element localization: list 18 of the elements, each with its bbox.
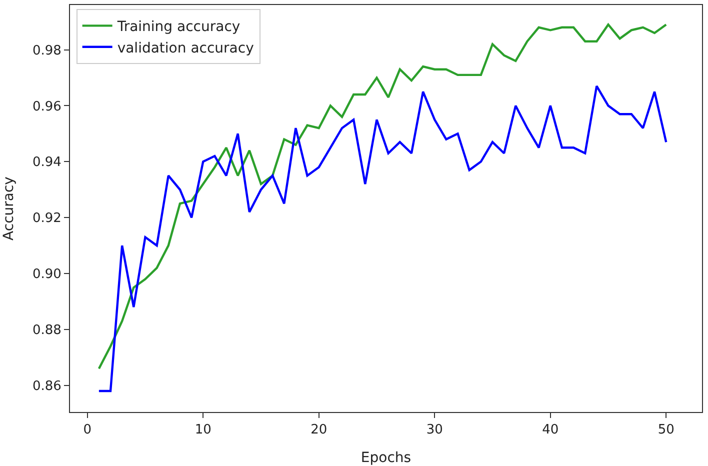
legend-label: Training accuracy [116,19,240,36]
y-tick-label: 0.90 [32,267,62,282]
x-tick-label: 10 [194,422,212,438]
y-tick-label: 0.94 [32,155,62,170]
y-tick-label: 0.88 [32,323,62,338]
x-tick-label: 50 [658,422,674,438]
x-tick-label: 20 [310,422,328,438]
x-axis-title: Epochs [360,450,412,466]
y-tick-label: 0.92 [32,211,62,226]
y-tick-label: 0.86 [32,378,62,394]
x-tick-label: 0 [83,422,92,438]
y-tick-label: 0.96 [32,99,62,114]
y-axis-title: Accuracy [1,176,18,240]
x-tick-label: 40 [542,422,559,438]
legend-label: validation accuracy [117,40,254,56]
line-series [98,85,668,392]
x-tick-label: 30 [426,422,443,438]
y-tick-label: 0.98 [32,43,62,58]
